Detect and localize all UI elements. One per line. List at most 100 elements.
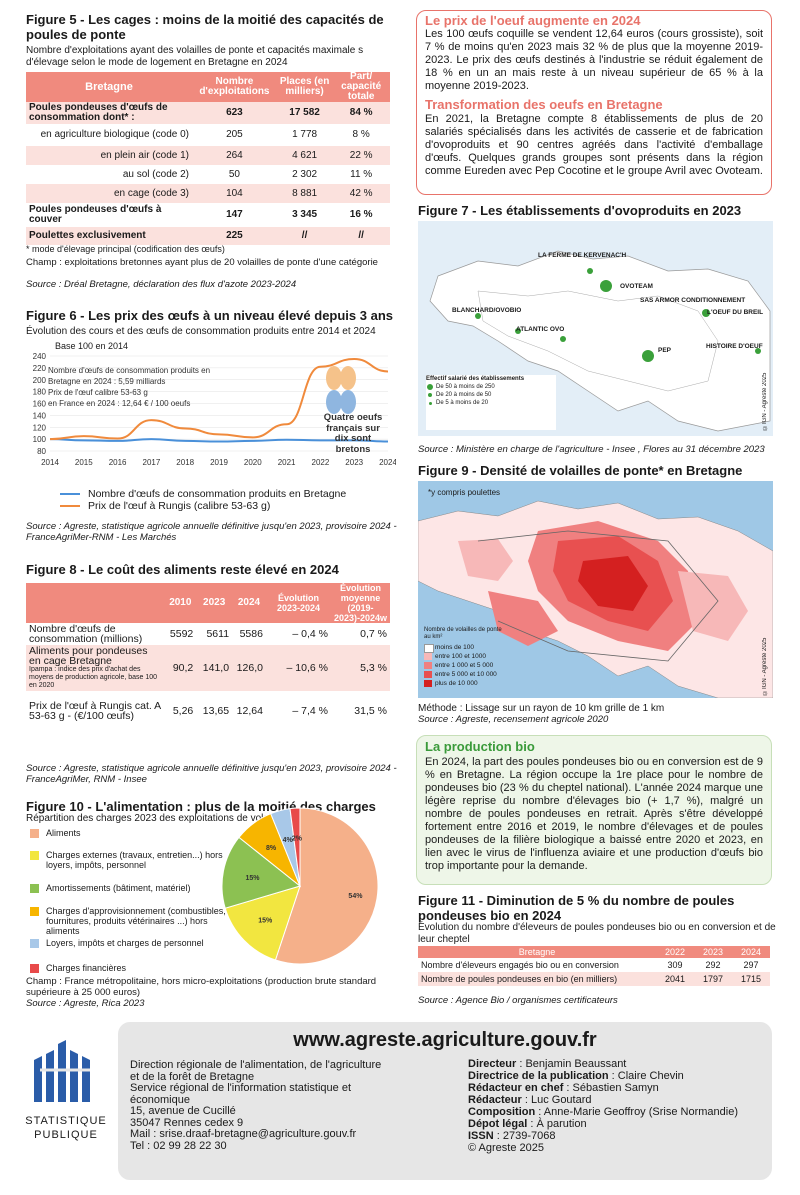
fig5-header: Places (en milliers) bbox=[276, 72, 333, 102]
footer-address: Direction régionale de l'alimentation, d… bbox=[130, 1059, 460, 1152]
legend-entry: Prix de l'œuf à Rungis (calibre 53-63 g) bbox=[60, 500, 390, 512]
row-label: Nombre d'éleveurs engagés bio ou en conv… bbox=[421, 960, 619, 970]
legend-entry: entre 5 000 et 10 000 bbox=[424, 670, 514, 679]
info-line: en France en 2024 : 12,64 € / 100 oeufs bbox=[48, 399, 191, 408]
pie-slice bbox=[289, 807, 301, 887]
map-label: HISTOIRE D'OEUF bbox=[706, 343, 763, 350]
table-row: au sol (code 2) 50 2 302 11 % bbox=[26, 165, 390, 184]
legend-title: Effectif salarié des établissements bbox=[426, 376, 525, 382]
legend-swatch bbox=[429, 402, 432, 405]
cell: 104 bbox=[192, 184, 277, 203]
credit-value: : Claire Chevin bbox=[608, 1070, 684, 1082]
legend-label: moins de 100 bbox=[435, 644, 475, 651]
x-tick-label: 2023 bbox=[345, 458, 363, 467]
x-tick-label: 2019 bbox=[210, 458, 228, 467]
fig6-subtitle: Évolution des cours et des œufs de conso… bbox=[26, 326, 376, 337]
address-line: 15, avenue de Cucillé bbox=[130, 1105, 236, 1117]
estab-marker bbox=[587, 268, 593, 274]
cell: 1797 bbox=[694, 972, 732, 986]
legend-label: De 5 à moins de 20 bbox=[436, 400, 489, 406]
row-label: Aliments pour pondeuses en cage Bretagne… bbox=[26, 645, 165, 691]
pie-data-label: 15% bbox=[246, 875, 261, 882]
fig6-callout: Quatre oeufs français sur dix sont breto… bbox=[318, 412, 388, 455]
cell: 31,5 % bbox=[354, 705, 387, 717]
cell: 4 621 bbox=[276, 146, 333, 165]
legend-entry: De 50 à moins de 250 bbox=[426, 383, 556, 391]
legend-swatch bbox=[30, 884, 39, 893]
cell: 297 bbox=[743, 960, 759, 970]
fig5-champ: Champ : exploitations bretonnes ayant pl… bbox=[26, 257, 378, 268]
credit-line: ISSN : 2739-7068 bbox=[468, 1130, 768, 1142]
legend-swatch bbox=[30, 829, 39, 838]
logo-line: STATISTIQUE bbox=[25, 1115, 107, 1127]
fig11-header: 2024 bbox=[732, 946, 770, 958]
fig9-source: Source : Agreste, recensement agricole 2… bbox=[418, 714, 609, 725]
cell: 147 bbox=[226, 209, 243, 220]
y-tick-label: 140 bbox=[33, 411, 47, 420]
legend-label: Prix de l'œuf à Rungis (calibre 53-63 g) bbox=[88, 500, 271, 512]
fig10-subtitle: Répartition des charges 2023 des exploit… bbox=[26, 813, 328, 824]
density-zone bbox=[458, 539, 513, 581]
row-label: Poulettes exclusivement bbox=[26, 227, 192, 245]
credit-line: Directrice de la publication : Claire Ch… bbox=[468, 1070, 768, 1082]
legend-label: De 20 à moins de 50 bbox=[436, 392, 492, 398]
logo-text: STATISTIQUE PUBLIQUE bbox=[24, 1114, 108, 1142]
legend-label: Charges externes (travaux, entretien...)… bbox=[46, 850, 223, 870]
cell: 1 778 bbox=[292, 129, 318, 140]
y-tick-label: 240 bbox=[33, 352, 47, 361]
cell: 11 % bbox=[350, 168, 373, 180]
credit-key: Directrice de la publication bbox=[468, 1070, 609, 1082]
credit-key: Dépot légal bbox=[468, 1118, 528, 1130]
address-line: Tel : 02 99 28 22 30 bbox=[130, 1139, 227, 1152]
cell: 5,26 bbox=[172, 705, 194, 717]
credit-key: Composition bbox=[468, 1106, 536, 1118]
map-label: SAS ARMOR CONDITIONNEMENT bbox=[640, 297, 746, 304]
legend-swatch bbox=[60, 505, 80, 507]
legend-swatch bbox=[427, 384, 433, 390]
fig5-table: Bretagne Nombre d'exploitations Places (… bbox=[26, 72, 390, 245]
footer-mail-link[interactable]: Mail : srise.draaf-bretagne@agriculture.… bbox=[130, 1128, 357, 1140]
map-label: L'OEUF DU BREIL bbox=[707, 309, 764, 316]
estab-marker bbox=[642, 350, 654, 362]
credit-value: © Agreste 2025 bbox=[468, 1142, 544, 1154]
address-line: Direction régionale de l'alimentation, d… bbox=[130, 1059, 382, 1071]
table-row: en cage (code 3) 104 8 881 42 % bbox=[26, 184, 390, 203]
info-line: Prix de l'œuf calibre 53-63 g bbox=[48, 388, 148, 397]
fig8-source: Source : Agreste, statistique agricole a… bbox=[26, 763, 397, 785]
cell: 90,2 bbox=[164, 645, 197, 691]
legend-entry: De 20 à moins de 50 bbox=[426, 391, 556, 399]
legend-label: entre 100 et 1000 bbox=[435, 653, 486, 660]
footer-url[interactable]: www.agreste.agriculture.gouv.fr bbox=[293, 1029, 597, 1051]
cell: 84 % bbox=[332, 102, 390, 124]
legend-label: Aliments bbox=[46, 828, 81, 838]
cell: 5586 bbox=[239, 628, 263, 640]
row-label: en cage (code 3) bbox=[26, 184, 192, 203]
cell: 12,64 bbox=[236, 705, 263, 717]
legend-title: Nombre de volailles de ponte au km² bbox=[424, 627, 502, 640]
pie-data-label: 2% bbox=[292, 836, 303, 843]
cell: 141,0 bbox=[196, 645, 233, 691]
egg-illustration bbox=[326, 366, 356, 414]
map-label: BLANCHARD/OVOBIO bbox=[452, 307, 522, 314]
table-row: en agriculture biologique (code 0) 205 1… bbox=[26, 124, 390, 146]
row-label: Poules pondeuses d'œufs de consommation … bbox=[26, 102, 192, 124]
fig11-table: Bretagne 2022 2023 2024 Nombre d'éleveur… bbox=[418, 946, 770, 986]
map-copyright: ©IGN - Agreste 2025 bbox=[762, 637, 768, 695]
statistique-publique-logo-icon bbox=[34, 1040, 90, 1102]
row-label: Poules pondeuses d'œufs à couver bbox=[29, 204, 162, 225]
row-label: Nombre d'œufs de consommation (millions) bbox=[29, 623, 143, 645]
fig5-title: Figure 5 - Les cages : moins de la moiti… bbox=[26, 12, 384, 42]
legend-entry: moins de 100 bbox=[424, 643, 514, 653]
credit-line: Composition : Anne-Marie Geoffroy (Srise… bbox=[468, 1106, 768, 1118]
fig7-source: Source : Ministère en charge de l'agricu… bbox=[418, 444, 765, 455]
credit-line: Rédacteur en chef : Sébastien Samyn bbox=[468, 1082, 768, 1094]
credit-value: : Benjamin Beaussant bbox=[516, 1058, 627, 1070]
legend-swatch bbox=[30, 939, 39, 948]
legend-label: Charges d'approvisionnement (combustible… bbox=[46, 906, 226, 936]
y-tick-label: 180 bbox=[33, 388, 47, 397]
cell: 264 bbox=[192, 146, 277, 165]
pie-slice bbox=[274, 807, 379, 965]
fig8-table: 2010 2023 2024 Évolution 2023-2024 Évolu… bbox=[26, 583, 390, 731]
legend-entry: entre 1 000 et 5 000 bbox=[424, 661, 514, 670]
cell: 205 bbox=[226, 129, 243, 140]
